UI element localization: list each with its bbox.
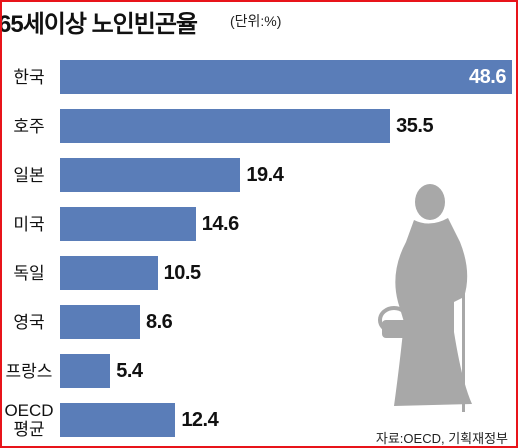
- source: 자료:OECD, 기획재정부: [375, 431, 508, 446]
- category-label: 영국: [13, 312, 45, 332]
- bar: [60, 256, 158, 290]
- value-label: 19.4: [246, 164, 284, 186]
- bar: [60, 109, 391, 143]
- category-label: 미국: [13, 214, 45, 234]
- value-label: 12.4: [181, 409, 219, 431]
- bar: [60, 403, 176, 437]
- value-label: 8.6: [145, 311, 173, 333]
- value-label: 35.5: [396, 115, 434, 137]
- category-label: 프랑스: [5, 361, 53, 381]
- bar: [60, 207, 196, 241]
- value-label: 14.6: [201, 213, 239, 235]
- bar: [60, 60, 512, 94]
- category-label: OECD 평균: [4, 401, 54, 439]
- category-label: 호주: [13, 116, 45, 136]
- category-label: 한국: [13, 67, 45, 87]
- unit-label: (단위:%): [230, 13, 282, 29]
- value-label: 10.5: [163, 262, 201, 284]
- category-label: 독일: [13, 263, 45, 283]
- bar: [60, 158, 241, 192]
- bar: [60, 305, 140, 339]
- bar: [60, 354, 111, 388]
- category-label: 일본: [13, 165, 45, 185]
- value-label: 48.6: [469, 66, 506, 88]
- chart-title: 65세이상 노인빈곤율: [0, 11, 198, 38]
- value-label: 5.4: [116, 360, 143, 382]
